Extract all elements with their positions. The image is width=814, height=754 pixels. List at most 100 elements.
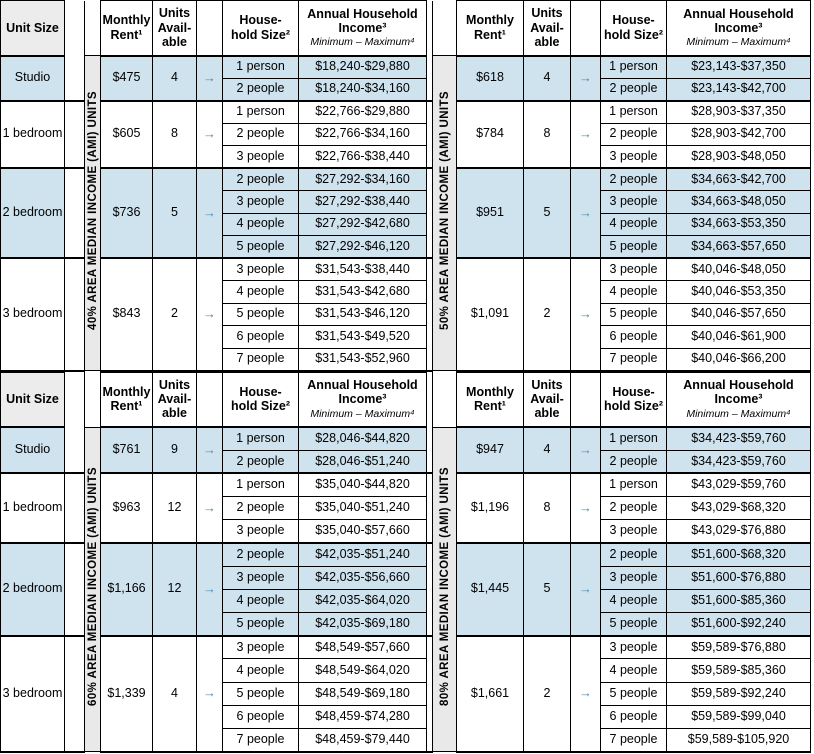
data-row: 1 bedroom $605 8 → 1 person $22,766-$29,880 $7… bbox=[0, 100, 811, 169]
income-header: Annual Household Income³ Minimum – Maximu… bbox=[298, 371, 427, 428]
data-row: 2 people $22,766-$34,160 2 people $28,903-$… bbox=[1, 122, 811, 146]
data-row: 7 people $48,459-$79,440 7 people $59,589-$… bbox=[1, 727, 811, 753]
arrow-cell: → bbox=[196, 635, 223, 753]
data-row: Studio 60% AREA MEDIAN INCOME (AMI) UNITS… bbox=[0, 426, 811, 753]
ami-bar: 40% AREA MEDIAN INCOME (AMI) UNITS bbox=[84, 55, 101, 371]
income-range-cell: $59,589-$105,920 bbox=[666, 727, 811, 753]
income-range-cell: $35,040-$57,660 bbox=[298, 519, 427, 544]
household-size-header: House- hold Size² bbox=[600, 371, 667, 428]
household-size-cell: 2 people bbox=[600, 496, 667, 521]
right-arrow-icon: → bbox=[203, 125, 216, 141]
income-range-cell: $48,549-$64,020 bbox=[298, 658, 427, 683]
data-row: 3 people $35,040-$57,660 3 people $43,029-$… bbox=[1, 519, 811, 544]
household-size-cell: 5 people bbox=[222, 681, 299, 706]
gutter bbox=[426, 55, 433, 102]
household-size-cell: 7 people bbox=[600, 347, 667, 372]
units-available-cell: 5 bbox=[523, 167, 571, 259]
arrow-cell: → bbox=[570, 635, 601, 753]
gutter bbox=[64, 55, 85, 102]
income-range-cell: $22,766-$34,160 bbox=[298, 122, 427, 146]
household-size-cell: 3 people bbox=[600, 190, 667, 214]
right-arrow-icon: → bbox=[203, 580, 216, 596]
household-size-cell: 4 people bbox=[600, 280, 667, 304]
data-row: 2 people $18,240-$34,160 2 people $23,143-$… bbox=[1, 77, 811, 102]
household-size-cell: 2 people bbox=[222, 542, 299, 567]
household-size-cell: 5 people bbox=[222, 611, 299, 637]
arrow-cell: → bbox=[196, 55, 223, 102]
monthly-rent-cell: $1,166 bbox=[100, 542, 153, 637]
household-size-cell: 6 people bbox=[222, 325, 299, 349]
monthly-rent-cell: $947 bbox=[456, 426, 524, 475]
income-range-cell: $28,903-$37,350 bbox=[666, 100, 811, 124]
household-size-cell: 2 people bbox=[222, 77, 299, 102]
household-size-cell: 5 people bbox=[600, 235, 667, 259]
income-range-cell: $22,766-$29,880 bbox=[298, 100, 427, 124]
income-range-cell: $59,589-$99,040 bbox=[666, 704, 811, 729]
monthly-rent-header: Monthly Rent¹ bbox=[100, 371, 153, 428]
household-size-cell: 3 people bbox=[600, 565, 667, 590]
data-row: 2 bedroom $736 5 → 2 people $27,292-$34,160 $9… bbox=[0, 167, 811, 259]
data-row: 1 bedroom $963 12 → 1 person $35,040-$44,820 $… bbox=[0, 472, 811, 544]
household-size-cell: 6 people bbox=[600, 704, 667, 729]
units-available-cell: 2 bbox=[523, 257, 571, 372]
monthly-rent-cell: $1,196 bbox=[456, 472, 524, 544]
right-arrow-icon: → bbox=[579, 441, 592, 457]
arrow-cell: → bbox=[570, 55, 601, 102]
gutter bbox=[64, 168, 85, 259]
data-row: 4 people $48,549-$64,020 4 people $59,589-$… bbox=[1, 658, 811, 683]
unit-size-cell: 1 bedroom bbox=[0, 472, 65, 544]
income-range-cell: $31,543-$46,120 bbox=[298, 302, 427, 326]
household-size-cell: 2 people bbox=[600, 167, 667, 191]
household-size-cell: 6 people bbox=[600, 325, 667, 349]
ami-bar: 50% AREA MEDIAN INCOME (AMI) UNITS bbox=[432, 55, 457, 371]
right-arrow-icon: → bbox=[203, 305, 216, 321]
income-range-cell: $27,292-$46,120 bbox=[298, 235, 427, 259]
income-range-cell: $51,600-$85,360 bbox=[666, 588, 811, 614]
unit-size-cell: 3 bedroom bbox=[0, 257, 65, 372]
unit-size-cell: 1 bedroom bbox=[0, 100, 65, 169]
monthly-rent-cell: $1,445 bbox=[456, 542, 524, 637]
monthly-rent-cell: $784 bbox=[456, 100, 524, 169]
household-size-cell: 2 people bbox=[222, 496, 299, 521]
data-row: 2 bedroom $1,166 12 → 2 people $42,035-$51,24… bbox=[0, 542, 811, 637]
income-range-cell: $42,035-$69,180 bbox=[298, 611, 427, 637]
household-size-cell: 4 people bbox=[222, 658, 299, 683]
income-range-cell: $28,046-$44,820 bbox=[298, 426, 427, 451]
units-available-cell: 2 bbox=[523, 635, 571, 753]
right-arrow-icon: → bbox=[203, 685, 216, 701]
arrow-cell: → bbox=[570, 542, 601, 637]
monthly-rent-cell: $1,091 bbox=[456, 257, 524, 372]
household-size-cell: 3 people bbox=[600, 145, 667, 169]
data-row: 2 people $28,046-$51,240 2 people $34,423-$… bbox=[1, 449, 811, 475]
unit-size-cell: Studio bbox=[0, 426, 65, 475]
income-range-cell: $34,663-$48,050 bbox=[666, 190, 811, 214]
household-size-cell: 2 people bbox=[600, 77, 667, 102]
right-arrow-icon: → bbox=[579, 499, 592, 515]
ami-bar: 80% AREA MEDIAN INCOME (AMI) UNITS bbox=[432, 426, 457, 753]
unit-size-cell: 2 bedroom bbox=[0, 167, 65, 259]
income-range-cell: $31,543-$52,960 bbox=[298, 347, 427, 372]
income-range-cell: $23,143-$42,700 bbox=[666, 77, 811, 102]
header-bar-spacer bbox=[432, 0, 457, 56]
income-range-cell: $28,903-$48,050 bbox=[666, 145, 811, 169]
gutter bbox=[426, 542, 433, 637]
data-row: 6 people $48,459-$74,280 6 people $59,589-$… bbox=[1, 704, 811, 729]
units-available-cell: 2 bbox=[152, 257, 197, 372]
data-row: Studio 40% AREA MEDIAN INCOME (AMI) UNITS… bbox=[0, 55, 811, 371]
income-range-cell: $18,240-$29,880 bbox=[298, 55, 427, 79]
arrow-column-header bbox=[570, 0, 601, 57]
unit-size-header: Unit Size bbox=[0, 371, 65, 428]
monthly-rent-header: Monthly Rent¹ bbox=[100, 0, 153, 57]
monthly-rent-cell: $1,339 bbox=[100, 635, 153, 753]
ami-table-upper: Unit Size Monthly Rent¹ Units Avail- able H… bbox=[0, 0, 811, 372]
units-available-header: Units Avail- able bbox=[152, 0, 197, 57]
right-arrow-icon: → bbox=[203, 499, 216, 515]
household-size-cell: 1 person bbox=[600, 100, 667, 124]
units-available-header: Units Avail- able bbox=[523, 371, 571, 428]
header-gutter bbox=[64, 0, 85, 56]
arrow-cell: → bbox=[570, 167, 601, 259]
household-size-cell: 4 people bbox=[222, 280, 299, 304]
household-size-cell: 3 people bbox=[600, 257, 667, 281]
income-range-cell: $34,663-$53,350 bbox=[666, 212, 811, 236]
